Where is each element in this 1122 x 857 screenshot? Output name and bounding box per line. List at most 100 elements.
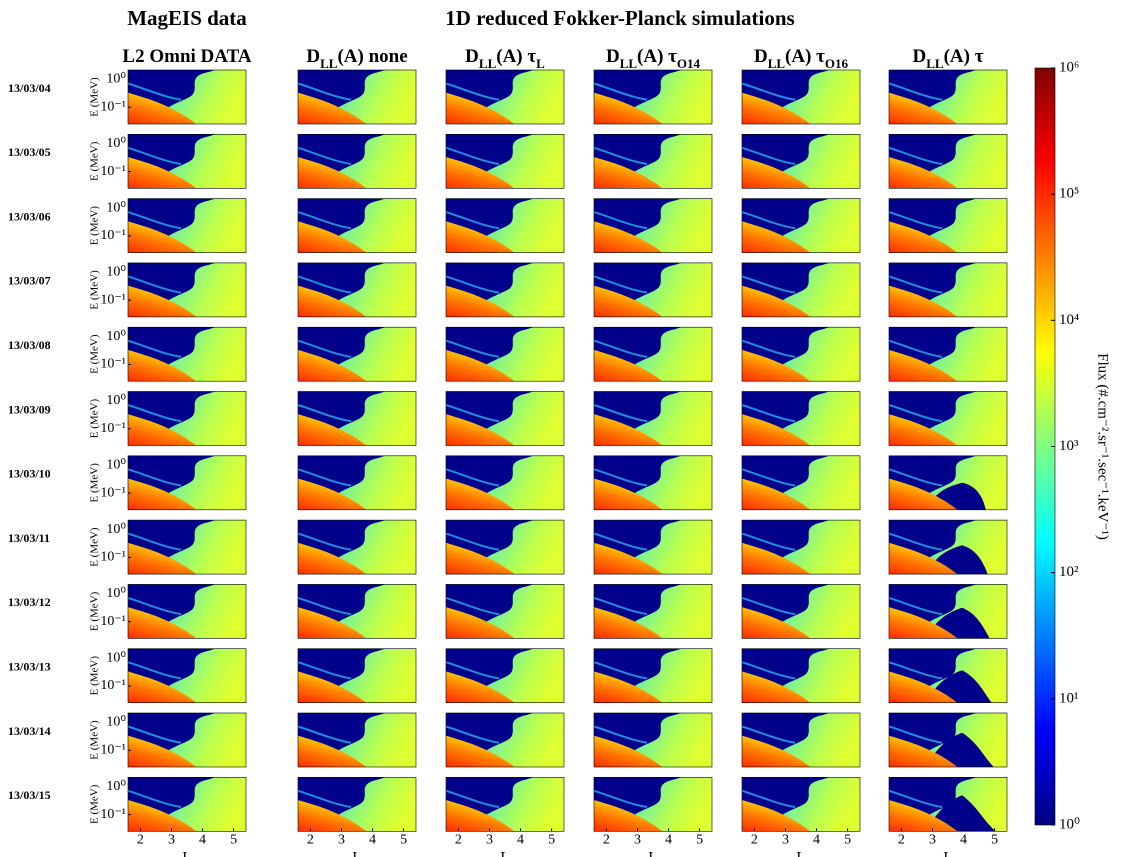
y-axis-label: E (MeV) xyxy=(89,77,101,117)
heatmap xyxy=(888,69,1008,125)
panel-frame xyxy=(127,648,247,704)
heatmap-region xyxy=(297,596,352,616)
y-tick-label: 10⁻¹ xyxy=(100,678,126,693)
heatmap-region xyxy=(888,532,943,551)
header-part: O14 xyxy=(677,56,701,71)
heatmap-region xyxy=(889,542,958,575)
heatmap-region xyxy=(446,607,515,639)
heatmap xyxy=(741,584,861,639)
heatmap-region xyxy=(298,542,367,575)
heatmap-region xyxy=(297,211,352,230)
y-tick-label: 10⁻¹ xyxy=(100,550,126,565)
heatmap-region xyxy=(741,596,796,616)
x-tick-label: 4 xyxy=(199,833,206,848)
heatmap xyxy=(297,69,417,125)
y-tick-label: 10⁰ xyxy=(106,586,126,601)
panel-frame xyxy=(297,648,417,704)
date-label: 13/03/11 xyxy=(8,531,50,545)
panel-frame xyxy=(297,391,417,446)
heatmap xyxy=(297,262,417,318)
x-tick-label: 2 xyxy=(751,833,758,848)
panel-frame xyxy=(127,198,247,253)
panel-frame xyxy=(888,391,1008,446)
header-part: D xyxy=(606,46,620,67)
x-tick-label: 3 xyxy=(338,833,345,848)
heatmap xyxy=(445,391,565,446)
heatmap xyxy=(593,69,713,125)
panel-frame xyxy=(593,776,713,832)
panel-frame xyxy=(888,326,1008,382)
heatmap-region xyxy=(741,146,796,165)
colorbar-tick-label: 10⁰ xyxy=(1059,816,1080,832)
y-tick-label: 10⁰ xyxy=(106,779,126,794)
column-header: L2 Omni DATA xyxy=(122,46,251,67)
heatmap xyxy=(593,648,713,704)
x-tick-label: 2 xyxy=(898,833,905,848)
panel-frame xyxy=(127,391,247,446)
heatmap-region xyxy=(445,661,500,680)
panel-frame xyxy=(297,198,417,253)
heatmap xyxy=(127,198,247,253)
heatmap-region xyxy=(128,607,197,639)
heatmap xyxy=(888,776,1008,832)
heatmap xyxy=(741,262,861,318)
panel-frame xyxy=(297,134,417,189)
header-part: D xyxy=(306,46,320,67)
panel-frame xyxy=(445,69,565,125)
heatmap-region xyxy=(297,404,352,423)
heatmap-region xyxy=(742,799,811,832)
heatmap-region xyxy=(594,542,663,575)
heatmap-region xyxy=(594,285,663,317)
header-part: LL xyxy=(320,56,338,71)
heatmap-region xyxy=(594,156,663,189)
heatmap-region xyxy=(741,211,796,230)
x-axis-label: L xyxy=(182,850,191,857)
heatmap xyxy=(127,776,247,832)
panel-frame xyxy=(593,326,713,382)
x-tick-label: 4 xyxy=(665,833,672,848)
colorbar-tick-label: 10⁴ xyxy=(1059,312,1079,328)
heatmap xyxy=(593,712,713,768)
heatmap-region xyxy=(742,156,811,189)
panel-frame xyxy=(445,326,565,382)
heatmap-region xyxy=(297,532,352,551)
header-part: (A) τ xyxy=(944,46,984,67)
heatmap-region xyxy=(742,478,811,510)
colorbar-tick-label: 10³ xyxy=(1059,438,1079,454)
heatmap-region xyxy=(445,339,500,358)
heatmap-region xyxy=(741,661,796,680)
heatmap xyxy=(741,134,861,189)
y-tick-label: 10⁻¹ xyxy=(100,292,126,307)
y-tick-label: 10⁻¹ xyxy=(100,164,126,179)
heatmap-region xyxy=(446,349,515,382)
heatmap-region xyxy=(889,607,958,639)
heatmap-region xyxy=(742,735,811,767)
heatmap xyxy=(888,584,1008,639)
header-part: L2 Omni DATA xyxy=(122,46,251,67)
heatmap xyxy=(445,519,565,575)
y-tick-label: 10⁻¹ xyxy=(100,614,126,629)
panel-frame xyxy=(297,776,417,832)
heatmap-region xyxy=(594,221,663,253)
y-tick-label: 10⁻¹ xyxy=(100,485,126,500)
heatmap-region xyxy=(742,285,811,317)
heatmap xyxy=(741,69,861,125)
date-label: 13/03/10 xyxy=(8,467,51,481)
heatmap xyxy=(127,326,247,382)
x-tick-label: 4 xyxy=(517,833,524,848)
heatmap-region xyxy=(446,671,515,703)
heatmap xyxy=(297,712,417,768)
heatmap-region xyxy=(593,789,648,808)
heatmap-region xyxy=(128,799,197,832)
heatmap-region xyxy=(446,542,515,575)
heatmap xyxy=(445,648,565,704)
heatmap-region xyxy=(445,146,500,165)
heatmap-region xyxy=(889,414,958,446)
x-tick-label: 3 xyxy=(782,833,789,848)
heatmap-region xyxy=(445,211,500,230)
heatmap-region xyxy=(593,661,648,680)
heatmap xyxy=(445,134,565,189)
x-tick-label: 4 xyxy=(369,833,376,848)
panel-frame xyxy=(593,262,713,318)
